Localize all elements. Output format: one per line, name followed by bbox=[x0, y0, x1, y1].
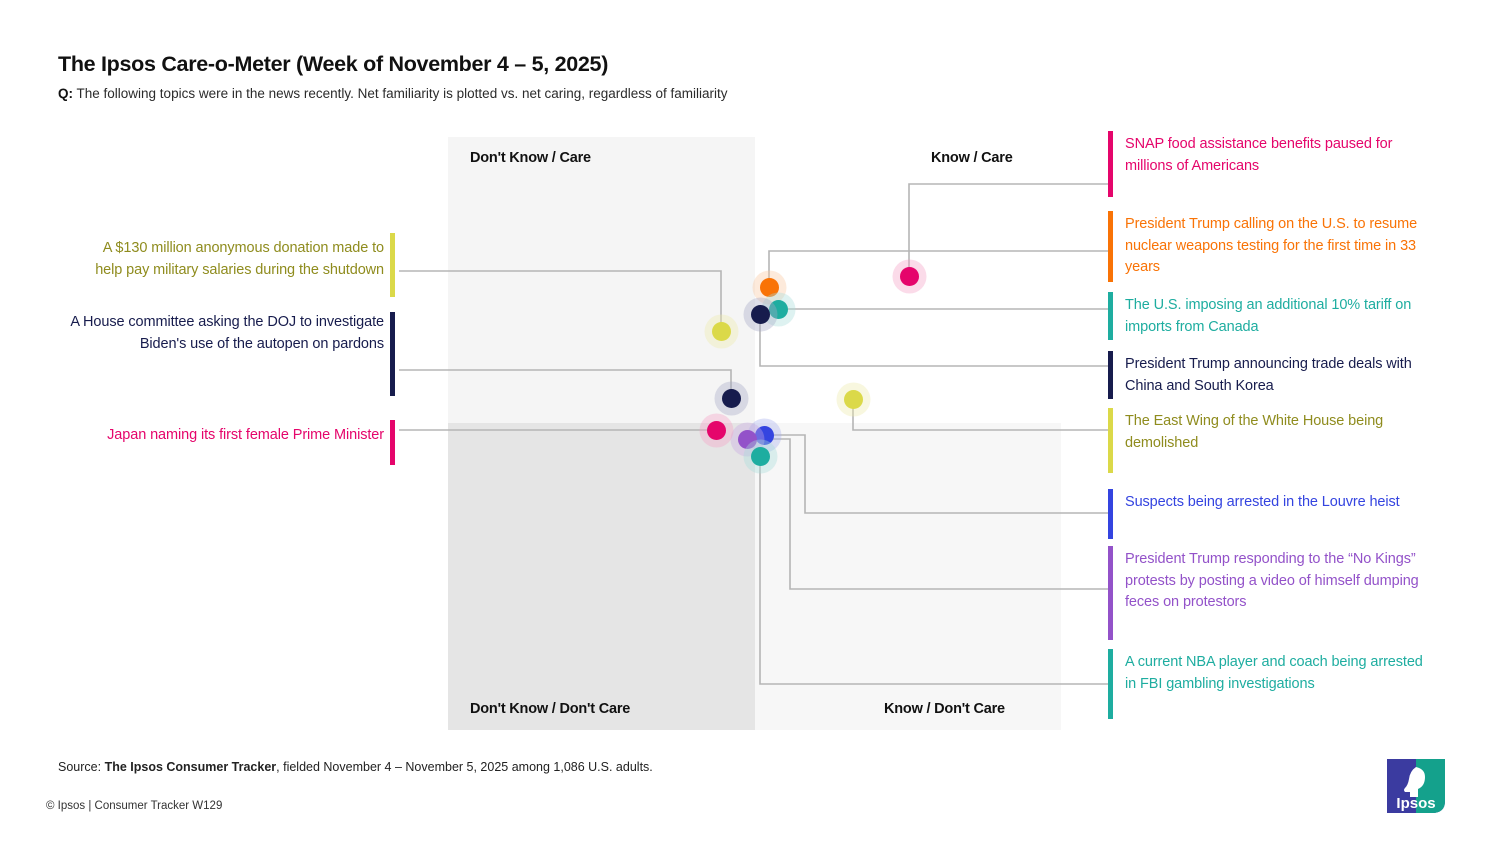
data-point-core bbox=[721, 388, 741, 408]
label-right-tariff-bar bbox=[1108, 292, 1113, 340]
quadrant-label-know-dont-care: Know / Don't Care bbox=[884, 701, 1005, 717]
label-left-autopen-text: A House committee asking the DOJ to inve… bbox=[70, 314, 384, 352]
label-right-snap-bar bbox=[1108, 131, 1113, 197]
data-point[interactable] bbox=[699, 413, 733, 447]
data-point-core bbox=[754, 425, 774, 445]
data-point-core bbox=[750, 304, 770, 324]
data-point[interactable] bbox=[747, 418, 781, 452]
label-left-japan-pm-bar bbox=[390, 420, 395, 465]
label-right-snap-text: SNAP food assistance benefits paused for… bbox=[1125, 136, 1393, 174]
question-text: The following topics were in the news re… bbox=[76, 86, 728, 101]
label-right-no-kings-bar bbox=[1108, 546, 1113, 640]
quadrant-label-dont-know-care: Don't Know / Care bbox=[470, 150, 591, 166]
data-point[interactable] bbox=[892, 259, 926, 293]
label-right-tariff-text: The U.S. imposing an additional 10% tari… bbox=[1125, 297, 1412, 335]
data-point-core bbox=[899, 266, 919, 286]
data-point[interactable] bbox=[752, 270, 786, 304]
label-right-nba-gambling-text: A current NBA player and coach being arr… bbox=[1125, 654, 1423, 692]
data-point-core bbox=[711, 321, 731, 341]
label-left-autopen-bar bbox=[390, 312, 395, 396]
copyright-note: © Ipsos | Consumer Tracker W129 bbox=[46, 800, 223, 812]
label-right-trade-deals: President Trump announcing trade deals w… bbox=[1125, 354, 1425, 397]
label-right-louvre: Suspects being arrested in the Louvre he… bbox=[1125, 492, 1420, 514]
label-right-trade-deals-text: President Trump announcing trade deals w… bbox=[1125, 356, 1412, 394]
label-right-nuclear-text: President Trump calling on the U.S. to r… bbox=[1125, 216, 1418, 275]
data-point[interactable] bbox=[730, 422, 764, 456]
data-point-core bbox=[759, 277, 779, 297]
question-prefix: Q: bbox=[58, 86, 73, 101]
label-right-east-wing-bar bbox=[1108, 408, 1113, 473]
quadrant-label-know-care: Know / Care bbox=[931, 150, 1013, 166]
data-point[interactable] bbox=[761, 292, 795, 326]
label-right-east-wing: The East Wing of the White House being d… bbox=[1125, 411, 1420, 454]
label-right-nuclear-bar bbox=[1108, 211, 1113, 282]
source-prefix: Source: bbox=[58, 760, 105, 774]
label-right-louvre-bar bbox=[1108, 489, 1113, 539]
label-right-snap: SNAP food assistance benefits paused for… bbox=[1125, 134, 1425, 177]
label-right-nba-gambling: A current NBA player and coach being arr… bbox=[1125, 652, 1425, 695]
data-point[interactable] bbox=[704, 314, 738, 348]
source-tracker-name: The Ipsos Consumer Tracker bbox=[104, 760, 277, 774]
quadrant-dont-know-dont-care bbox=[448, 423, 755, 730]
label-left-donation-bar bbox=[390, 233, 395, 297]
label-right-tariff: The U.S. imposing an additional 10% tari… bbox=[1125, 295, 1430, 338]
label-left-donation: A $130 million anonymous donation made t… bbox=[76, 238, 384, 281]
label-right-nuclear: President Trump calling on the U.S. to r… bbox=[1125, 214, 1425, 279]
label-left-japan-pm-text: Japan naming its first female Prime Mini… bbox=[107, 427, 384, 443]
label-left-donation-text: A $130 million anonymous donation made t… bbox=[95, 240, 384, 278]
label-right-no-kings: President Trump responding to the “No Ki… bbox=[1125, 549, 1425, 614]
quadrant-dont-know-care bbox=[448, 137, 755, 423]
data-point[interactable] bbox=[836, 382, 870, 416]
label-right-no-kings-text: President Trump responding to the “No Ki… bbox=[1125, 551, 1419, 610]
data-point-core bbox=[768, 299, 788, 319]
data-point-core bbox=[706, 420, 726, 440]
label-left-japan-pm: Japan naming its first female Prime Mini… bbox=[86, 425, 384, 447]
page-title: The Ipsos Care-o-Meter (Week of November… bbox=[58, 52, 609, 76]
data-point[interactable] bbox=[714, 381, 748, 415]
data-point-core bbox=[750, 446, 770, 466]
data-point-core bbox=[843, 389, 863, 409]
quadrant-know-dont-care bbox=[755, 423, 1061, 730]
label-right-trade-deals-bar bbox=[1108, 351, 1113, 399]
source-note: Source: The Ipsos Consumer Tracker, fiel… bbox=[58, 760, 653, 774]
label-right-louvre-text: Suspects being arrested in the Louvre he… bbox=[1125, 494, 1400, 510]
data-point[interactable] bbox=[743, 297, 777, 331]
quadrant-label-dont-know-dont-care: Don't Know / Don't Care bbox=[470, 701, 631, 717]
ipsos-logo-wordmark: Ipsos bbox=[1396, 795, 1435, 812]
question-subtitle: Q: The following topics were in the news… bbox=[58, 86, 728, 101]
ipsos-logo: Ipsos bbox=[1385, 757, 1447, 815]
label-left-autopen: A House committee asking the DOJ to inve… bbox=[60, 312, 384, 355]
data-point-core bbox=[737, 429, 757, 449]
data-point[interactable] bbox=[743, 439, 777, 473]
source-detail: , fielded November 4 – November 5, 2025 … bbox=[276, 760, 653, 774]
label-right-nba-gambling-bar bbox=[1108, 649, 1113, 719]
label-right-east-wing-text: The East Wing of the White House being d… bbox=[1125, 413, 1384, 451]
